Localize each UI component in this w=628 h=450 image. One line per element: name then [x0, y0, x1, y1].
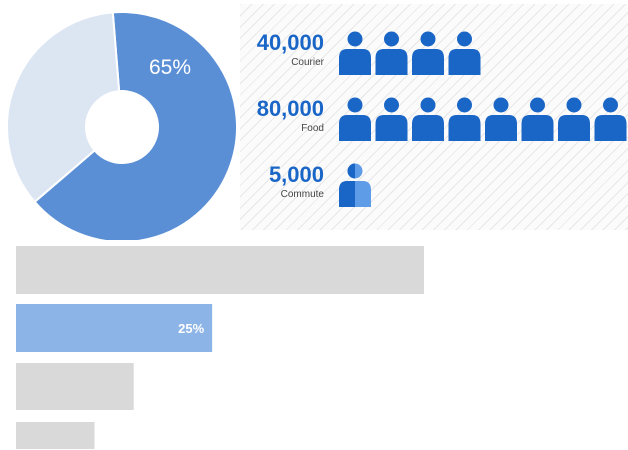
person-icon [375, 31, 408, 75]
courier-value: 40,000 [256, 30, 324, 55]
person-icon [375, 97, 408, 141]
person-icon [521, 97, 554, 141]
commute-label: Commute [280, 189, 324, 200]
person-icon [594, 97, 627, 141]
person-icon [558, 97, 590, 141]
person-icon [448, 31, 481, 75]
person-icon [412, 97, 444, 141]
food-label: Food [301, 123, 324, 134]
courier-person-icons [339, 31, 481, 75]
pictograph-row-courier: 40,000 Courier [240, 30, 628, 86]
donut-slice-rest [6, 11, 121, 204]
person-icon [485, 97, 517, 141]
bar-4 [16, 422, 95, 449]
pictograph-row-food: 80,000 Food [240, 96, 628, 152]
pictograph-row-commute: 5,000 Commute [240, 162, 628, 218]
person-icon [448, 97, 481, 141]
bar-data-label: 25% [178, 321, 204, 336]
bar-1 [16, 246, 424, 294]
person-icon [339, 31, 371, 75]
commute-person-icons [339, 163, 371, 207]
donut-data-label: 65% [149, 56, 191, 79]
pictograph-panel: 40,000 Courier 80,000 Food 5,000 Commute [240, 4, 628, 230]
bar-3 [16, 363, 134, 410]
donut-slice-main [33, 11, 238, 240]
person-icon [339, 163, 371, 207]
commute-value: 5,000 [268, 162, 324, 187]
bar-2 [16, 304, 213, 352]
person-icon [339, 97, 371, 141]
courier-label: Courier [291, 57, 324, 68]
donut-chart: 65% [6, 11, 238, 240]
food-value: 80,000 [256, 96, 324, 121]
person-icon [412, 31, 444, 75]
food-person-icons [339, 97, 627, 141]
